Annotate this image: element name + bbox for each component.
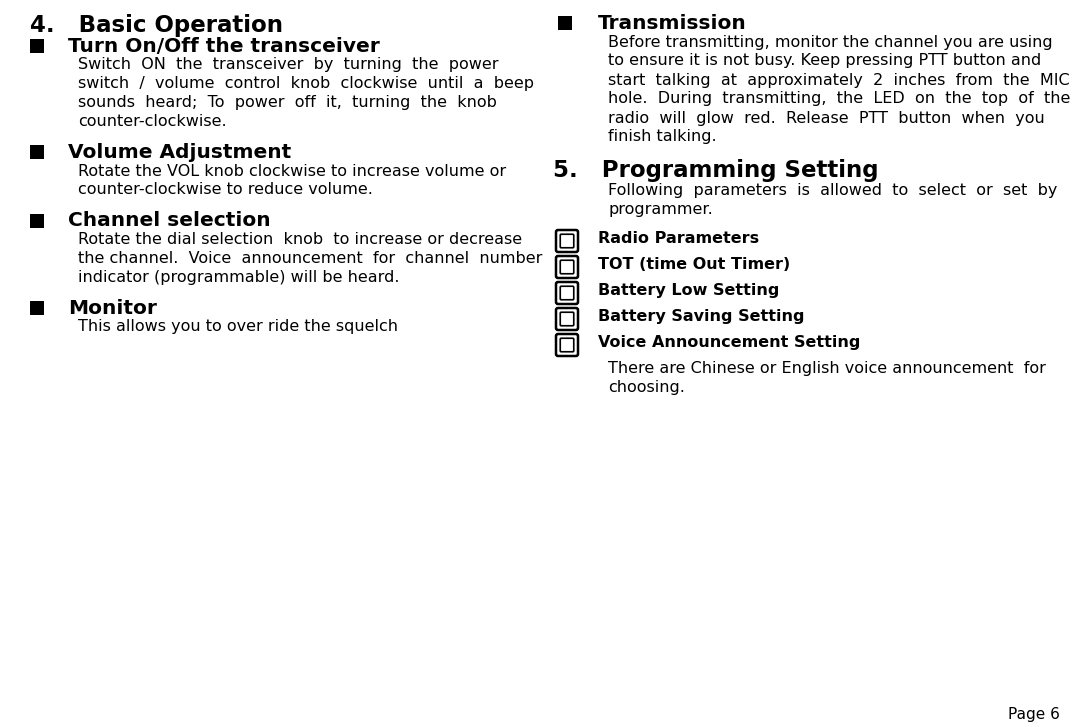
Text: Voice Announcement Setting: Voice Announcement Setting bbox=[598, 335, 860, 350]
FancyBboxPatch shape bbox=[556, 282, 578, 304]
Bar bbox=[31, 301, 44, 315]
Text: finish talking.: finish talking. bbox=[608, 129, 716, 145]
Text: start  talking  at  approximately  2  inches  from  the  MIC: start talking at approximately 2 inches … bbox=[608, 73, 1069, 87]
Text: Before transmitting, monitor the channel you are using: Before transmitting, monitor the channel… bbox=[608, 34, 1053, 49]
FancyBboxPatch shape bbox=[556, 230, 578, 252]
Text: programmer.: programmer. bbox=[608, 202, 713, 217]
FancyBboxPatch shape bbox=[556, 308, 578, 330]
Text: indicator (programmable) will be heard.: indicator (programmable) will be heard. bbox=[78, 270, 400, 285]
FancyBboxPatch shape bbox=[560, 312, 573, 326]
Text: counter-clockwise.: counter-clockwise. bbox=[78, 114, 227, 129]
Text: switch  /  volume  control  knob  clockwise  until  a  beep: switch / volume control knob clockwise u… bbox=[78, 76, 534, 91]
Text: counter-clockwise to reduce volume.: counter-clockwise to reduce volume. bbox=[78, 182, 373, 198]
Text: Battery Saving Setting: Battery Saving Setting bbox=[598, 309, 804, 324]
FancyBboxPatch shape bbox=[560, 338, 573, 352]
Bar bbox=[31, 214, 44, 228]
Text: Following  parameters  is  allowed  to  select  or  set  by: Following parameters is allowed to selec… bbox=[608, 183, 1057, 198]
Text: This allows you to over ride the squelch: This allows you to over ride the squelch bbox=[78, 319, 398, 334]
Text: hole.  During  transmitting,  the  LED  on  the  top  of  the: hole. During transmitting, the LED on th… bbox=[608, 92, 1070, 106]
Text: Battery Low Setting: Battery Low Setting bbox=[598, 283, 779, 298]
Text: choosing.: choosing. bbox=[608, 380, 685, 395]
Text: Rotate the dial selection  knob  to increase or decrease: Rotate the dial selection knob to increa… bbox=[78, 232, 522, 247]
Text: 5.   Programming Setting: 5. Programming Setting bbox=[553, 158, 879, 182]
Bar bbox=[558, 16, 572, 30]
Text: Transmission: Transmission bbox=[598, 14, 747, 33]
Text: Page 6: Page 6 bbox=[1008, 707, 1059, 722]
FancyBboxPatch shape bbox=[556, 256, 578, 278]
FancyBboxPatch shape bbox=[556, 334, 578, 356]
Text: sounds  heard;  To  power  off  it,  turning  the  knob: sounds heard; To power off it, turning t… bbox=[78, 95, 497, 110]
Text: TOT (time Out Timer): TOT (time Out Timer) bbox=[598, 257, 790, 272]
Bar bbox=[31, 145, 44, 159]
Text: Rotate the VOL knob clockwise to increase volume or: Rotate the VOL knob clockwise to increas… bbox=[78, 164, 506, 179]
FancyBboxPatch shape bbox=[560, 260, 573, 274]
Text: There are Chinese or English voice announcement  for: There are Chinese or English voice annou… bbox=[608, 361, 1046, 376]
Text: Monitor: Monitor bbox=[68, 299, 157, 318]
Text: Volume Adjustment: Volume Adjustment bbox=[68, 143, 291, 162]
Text: Switch  ON  the  transceiver  by  turning  the  power: Switch ON the transceiver by turning the… bbox=[78, 57, 498, 72]
Text: Channel selection: Channel selection bbox=[68, 212, 270, 230]
Text: Radio Parameters: Radio Parameters bbox=[598, 231, 759, 246]
Text: the channel.  Voice  announcement  for  channel  number: the channel. Voice announcement for chan… bbox=[78, 251, 543, 266]
Text: 4.   Basic Operation: 4. Basic Operation bbox=[31, 14, 283, 37]
Bar bbox=[31, 39, 44, 52]
Text: to ensure it is not busy. Keep pressing PTT button and: to ensure it is not busy. Keep pressing … bbox=[608, 54, 1041, 68]
FancyBboxPatch shape bbox=[560, 286, 573, 300]
Text: radio  will  glow  red.  Release  PTT  button  when  you: radio will glow red. Release PTT button … bbox=[608, 111, 1044, 126]
FancyBboxPatch shape bbox=[560, 234, 573, 248]
Text: Turn On/Off the transceiver: Turn On/Off the transceiver bbox=[68, 36, 379, 55]
